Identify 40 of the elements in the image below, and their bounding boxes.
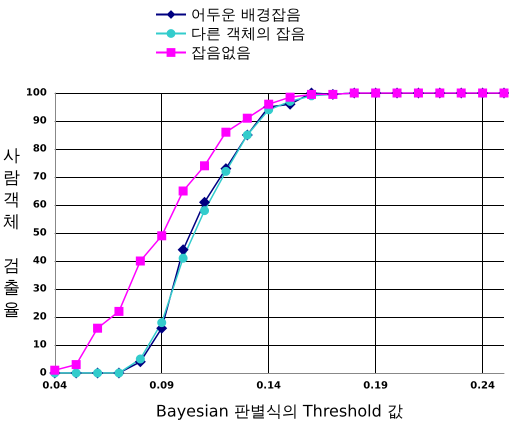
text: 사람객체 검출율 bbox=[3, 146, 20, 320]
point bbox=[114, 306, 124, 316]
point bbox=[242, 114, 252, 123]
x-tick-label: 0.19 bbox=[363, 380, 388, 392]
point bbox=[93, 324, 102, 333]
x-tick-label: 0.24 bbox=[470, 380, 495, 392]
y-tick-label: 90 bbox=[32, 116, 47, 126]
point bbox=[221, 128, 230, 137]
x-tick-label: 0.09 bbox=[149, 380, 174, 392]
point bbox=[136, 354, 145, 364]
point bbox=[221, 166, 230, 176]
point bbox=[136, 256, 145, 266]
x-tick-label: 0.14 bbox=[256, 380, 282, 392]
point bbox=[264, 100, 274, 109]
point bbox=[200, 161, 210, 170]
y-tick-label: 50 bbox=[32, 228, 47, 238]
point bbox=[178, 244, 189, 256]
point bbox=[72, 360, 81, 370]
point bbox=[178, 254, 188, 263]
y-tick-label: 20 bbox=[32, 312, 47, 322]
x-axis-title: Bayesian 판별식의 Threshold 값 bbox=[156, 402, 403, 420]
y-tick-label: 0 bbox=[40, 368, 47, 378]
legend-label: 잡음없음 bbox=[191, 44, 251, 62]
y-tick-label: 40 bbox=[32, 256, 47, 266]
point bbox=[50, 366, 60, 375]
point bbox=[200, 206, 210, 216]
legend-label: 다른 객체의 잡음 bbox=[191, 24, 306, 42]
point bbox=[178, 186, 188, 196]
y-tick-label: 10 bbox=[32, 340, 47, 350]
point bbox=[157, 231, 166, 240]
x-tick-label: 0.04 bbox=[42, 380, 68, 392]
y-tick-label: 100 bbox=[26, 88, 47, 98]
legend-label: 어두운 배경잡음 bbox=[191, 6, 301, 24]
point bbox=[199, 196, 210, 208]
point bbox=[286, 92, 295, 102]
y-tick-label: 60 bbox=[32, 200, 47, 210]
y-tick-label: 30 bbox=[32, 284, 47, 294]
y-tick-label: 80 bbox=[32, 144, 47, 154]
y-tick-label: 70 bbox=[32, 172, 47, 182]
point bbox=[157, 318, 166, 328]
